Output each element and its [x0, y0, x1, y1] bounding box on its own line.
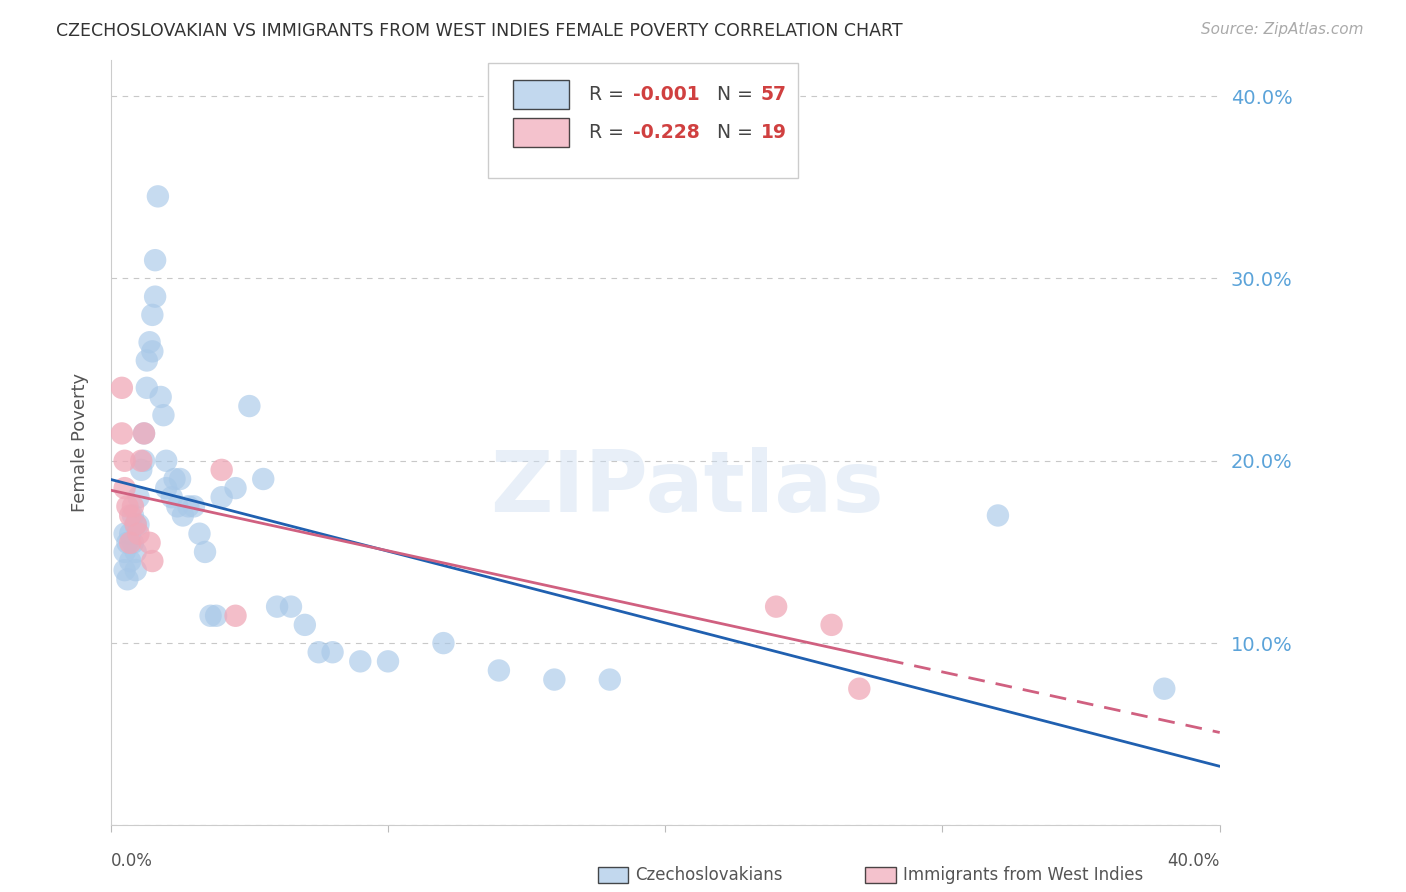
Text: Source: ZipAtlas.com: Source: ZipAtlas.com	[1201, 22, 1364, 37]
Point	[120, 526, 142, 541]
Point	[160, 490, 183, 504]
Point	[1153, 681, 1175, 696]
Point	[111, 426, 134, 441]
Point	[135, 353, 157, 368]
Point	[169, 472, 191, 486]
Point	[205, 608, 228, 623]
Point	[266, 599, 288, 614]
Point	[183, 500, 205, 514]
Point	[141, 344, 163, 359]
FancyBboxPatch shape	[513, 118, 569, 147]
Point	[125, 517, 148, 532]
Point	[211, 463, 233, 477]
Point	[211, 490, 233, 504]
Point	[125, 563, 148, 577]
Point	[163, 472, 186, 486]
Point	[114, 563, 136, 577]
Point	[488, 664, 510, 678]
Point	[122, 536, 145, 550]
Point	[129, 454, 152, 468]
Point	[200, 608, 222, 623]
Text: Czechoslovakians: Czechoslovakians	[636, 866, 783, 884]
Point	[129, 463, 152, 477]
Point	[194, 545, 217, 559]
Text: Immigrants from West Indies: Immigrants from West Indies	[903, 866, 1143, 884]
Point	[114, 454, 136, 468]
Point	[122, 500, 145, 514]
Point	[377, 654, 399, 668]
Point	[820, 618, 842, 632]
Point	[122, 508, 145, 523]
Text: 0.0%: 0.0%	[111, 852, 153, 870]
Point	[987, 508, 1010, 523]
Point	[225, 481, 247, 495]
Point	[172, 508, 194, 523]
Point	[138, 536, 160, 550]
Point	[280, 599, 302, 614]
Point	[138, 335, 160, 350]
Point	[132, 426, 155, 441]
Text: ZIPatlas: ZIPatlas	[491, 447, 884, 530]
Text: -0.228: -0.228	[633, 123, 700, 142]
Point	[252, 472, 274, 486]
Point	[117, 500, 139, 514]
Point	[114, 481, 136, 495]
Point	[114, 526, 136, 541]
Point	[848, 681, 870, 696]
Text: -0.001: -0.001	[633, 85, 700, 103]
Text: N =: N =	[706, 85, 759, 103]
Text: 40.0%: 40.0%	[1167, 852, 1220, 870]
Point	[132, 426, 155, 441]
Point	[125, 517, 148, 532]
Point	[166, 500, 188, 514]
Point	[141, 308, 163, 322]
Point	[308, 645, 330, 659]
FancyBboxPatch shape	[513, 79, 569, 109]
Point	[155, 454, 177, 468]
Point	[120, 536, 142, 550]
Point	[294, 618, 316, 632]
Point	[125, 545, 148, 559]
Text: 19: 19	[761, 123, 786, 142]
Point	[135, 381, 157, 395]
Point	[146, 189, 169, 203]
Point	[141, 554, 163, 568]
Point	[117, 572, 139, 586]
Point	[128, 490, 150, 504]
Point	[128, 526, 150, 541]
Point	[120, 508, 142, 523]
Point	[117, 536, 139, 550]
Point	[143, 253, 166, 268]
Text: R =: R =	[589, 123, 630, 142]
Point	[111, 381, 134, 395]
Point	[765, 599, 787, 614]
Text: R =: R =	[589, 85, 630, 103]
Text: CZECHOSLOVAKIAN VS IMMIGRANTS FROM WEST INDIES FEMALE POVERTY CORRELATION CHART: CZECHOSLOVAKIAN VS IMMIGRANTS FROM WEST …	[56, 22, 903, 40]
Point	[543, 673, 565, 687]
Point	[120, 554, 142, 568]
Point	[177, 500, 200, 514]
FancyBboxPatch shape	[488, 63, 799, 178]
Point	[238, 399, 260, 413]
Point	[143, 290, 166, 304]
Point	[432, 636, 454, 650]
Point	[128, 517, 150, 532]
Point	[149, 390, 172, 404]
Text: N =: N =	[706, 123, 759, 142]
Point	[349, 654, 371, 668]
Y-axis label: Female Poverty: Female Poverty	[72, 373, 89, 512]
Text: 57: 57	[761, 85, 786, 103]
Point	[114, 545, 136, 559]
Point	[155, 481, 177, 495]
Point	[188, 526, 211, 541]
Point	[322, 645, 344, 659]
Point	[152, 408, 174, 422]
Point	[225, 608, 247, 623]
Point	[132, 454, 155, 468]
Point	[599, 673, 621, 687]
